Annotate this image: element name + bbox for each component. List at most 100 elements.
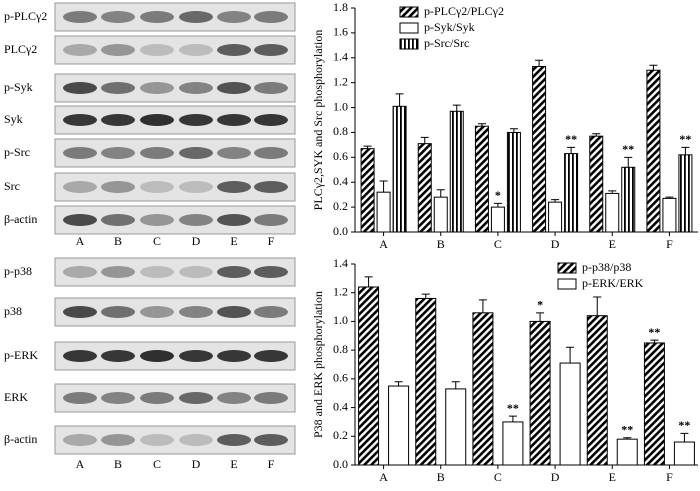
error-bar	[623, 437, 632, 440]
blot-band	[254, 11, 288, 23]
bar	[621, 166, 636, 233]
bar	[388, 385, 410, 466]
error-bar	[420, 136, 429, 144]
error-bar	[451, 381, 460, 389]
blot-band	[101, 434, 135, 446]
bar	[678, 154, 693, 233]
y-tick-label: 1.4	[333, 50, 348, 64]
error-bar	[452, 104, 461, 112]
blot-row-label: p-Src	[4, 145, 30, 159]
blot-lane-label: C	[153, 234, 161, 248]
bar	[646, 69, 661, 233]
error-bar	[421, 293, 430, 299]
blot-band	[179, 82, 213, 94]
significance-mark: *	[495, 188, 501, 202]
bar	[662, 197, 677, 233]
error-bar	[536, 312, 545, 322]
y-tick-label: 0.6	[333, 371, 348, 385]
blot-band	[254, 392, 288, 404]
y-tick-label: 0.8	[333, 124, 348, 138]
blot-band	[179, 306, 213, 318]
blot-band	[254, 266, 288, 278]
legend-swatch	[557, 262, 577, 274]
blot-lane-label: B	[114, 234, 122, 248]
bar	[548, 201, 563, 233]
blot-band	[63, 11, 97, 23]
blot-band	[63, 147, 97, 159]
bar	[474, 125, 489, 233]
legend-label: p-ERK/ERK	[582, 276, 644, 290]
bar	[433, 196, 448, 233]
error-bar	[593, 296, 602, 316]
blot-band	[217, 434, 251, 446]
bar	[559, 362, 581, 466]
error-bar	[395, 93, 404, 107]
y-tick-label: 1.2	[333, 284, 348, 298]
blot-band	[217, 214, 251, 226]
blot-band	[217, 82, 251, 94]
bar	[616, 438, 638, 466]
blot-band	[101, 306, 135, 318]
error-bar	[681, 146, 690, 155]
x-tick-label: B	[437, 237, 445, 251]
legend-label: p-PLCγ2/PLCγ2	[424, 4, 504, 18]
blot-band	[179, 114, 213, 126]
x-tick-label: B	[437, 470, 445, 484]
bar	[643, 342, 665, 466]
legend-label: p-Syk/Syk	[424, 20, 475, 34]
bar	[529, 320, 551, 466]
blot-lane-label: D	[192, 457, 201, 471]
x-tick-label: C	[494, 237, 502, 251]
blot-band	[140, 44, 174, 56]
bar	[445, 388, 467, 466]
y-tick-label: 1.4	[333, 256, 348, 270]
legend-label: p-p38/p38	[582, 260, 631, 274]
blot-band	[63, 114, 97, 126]
y-tick-label: 0.2	[333, 428, 348, 442]
error-bar	[624, 156, 633, 168]
significance-mark: **	[621, 422, 633, 436]
error-bar	[477, 123, 486, 127]
x-tick-label: E	[609, 237, 616, 251]
x-tick-label: A	[379, 237, 388, 251]
blot-band	[101, 147, 135, 159]
blot-band	[101, 114, 135, 126]
blot-band	[254, 350, 288, 362]
error-bar	[493, 202, 502, 208]
y-tick-label: 0.0	[333, 224, 348, 238]
blot-band	[254, 82, 288, 94]
bar	[605, 192, 620, 233]
error-bar	[394, 381, 403, 387]
blot-band	[101, 181, 135, 193]
blot-band	[140, 306, 174, 318]
significance-mark: **	[648, 325, 660, 339]
blot-band	[140, 11, 174, 23]
significance-mark: **	[507, 401, 519, 415]
bar	[376, 191, 391, 233]
blot-lane-label: E	[230, 234, 237, 248]
blot-band	[63, 214, 97, 226]
blot-band	[101, 82, 135, 94]
blot-band	[140, 214, 174, 226]
legend-swatch	[399, 38, 419, 50]
blot-band	[140, 82, 174, 94]
blot-band	[101, 266, 135, 278]
blot-band	[254, 306, 288, 318]
bar	[673, 441, 695, 466]
bar	[472, 312, 494, 466]
x-tick-label: C	[494, 470, 502, 484]
bar	[415, 297, 437, 466]
error-bar	[592, 133, 601, 137]
x-tick-label: F	[666, 237, 673, 251]
significance-mark: **	[565, 132, 577, 146]
blot-band	[217, 306, 251, 318]
error-bar	[436, 189, 445, 198]
blot-band	[217, 11, 251, 23]
blot-row-label: p-Syk	[4, 80, 33, 94]
blot-lane-label: B	[114, 457, 122, 471]
significance-mark: **	[679, 132, 691, 146]
blot-row-label: β-actin	[4, 432, 37, 446]
blot-band	[140, 114, 174, 126]
blot-band	[140, 434, 174, 446]
x-tick-label: D	[551, 470, 560, 484]
